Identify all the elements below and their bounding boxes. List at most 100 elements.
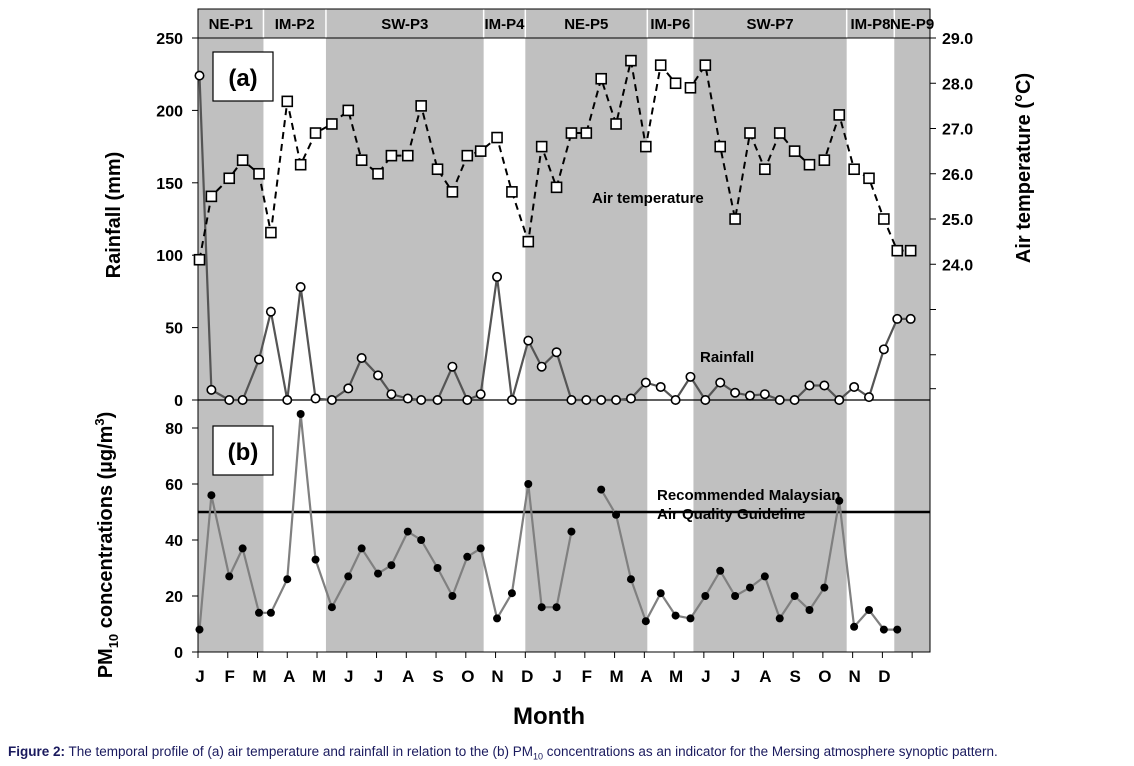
xtick-label-month: M bbox=[669, 667, 683, 686]
xtick-label-month: M bbox=[252, 667, 266, 686]
temperature-point bbox=[654, 59, 667, 71]
period-label: IM-P8 bbox=[850, 16, 890, 33]
ytick-label-pm10: 0 bbox=[174, 645, 183, 662]
temperature-point bbox=[669, 77, 682, 90]
temperature-point bbox=[714, 140, 727, 153]
pm10-point bbox=[403, 527, 412, 536]
temperature-point bbox=[236, 154, 249, 166]
xtick-label-month: F bbox=[225, 667, 235, 686]
period-label: IM-P4 bbox=[484, 16, 525, 33]
temperature-point bbox=[565, 127, 578, 139]
series-layer bbox=[193, 54, 917, 634]
pm10-point bbox=[357, 544, 366, 553]
rainfall-point bbox=[566, 394, 577, 405]
pm10-point bbox=[879, 625, 888, 634]
period-header-band: NE-P1 IM-P2 SW-P3 IM-P4 NE-P5 IM-P6 SW-P7 IM-P8… bbox=[198, 9, 934, 38]
ytick-label-rainfall: 200 bbox=[156, 103, 183, 120]
ytick-label-pm10: 80 bbox=[165, 421, 183, 438]
rainfall-point bbox=[386, 389, 397, 400]
pm10-point bbox=[476, 544, 485, 553]
period-label: IM-P6 bbox=[650, 16, 690, 33]
temperature-point bbox=[863, 172, 875, 185]
pm10-point bbox=[537, 603, 546, 612]
rainfall-point bbox=[343, 383, 354, 394]
temperature-series-label: Air temperature bbox=[592, 190, 704, 207]
pm10-point bbox=[552, 603, 561, 612]
pm10-point bbox=[387, 561, 396, 570]
pm10-point bbox=[612, 510, 621, 519]
period-shade bbox=[198, 38, 264, 652]
temperature-point bbox=[223, 172, 236, 185]
temperature-point bbox=[535, 140, 548, 153]
temperature-point bbox=[580, 127, 593, 139]
temperature-point bbox=[253, 167, 265, 180]
rainfall-point bbox=[685, 371, 696, 382]
temperature-point bbox=[684, 81, 697, 94]
rainfall-point bbox=[326, 394, 337, 405]
pm10-point bbox=[820, 583, 829, 592]
x-axis-title: Month bbox=[513, 703, 585, 730]
guideline-label: Recommended Malaysian bbox=[657, 487, 840, 504]
pm10-point bbox=[207, 491, 216, 500]
pm10-point bbox=[731, 592, 740, 600]
pm10-point bbox=[374, 569, 383, 578]
xtick-label-month: M bbox=[312, 667, 326, 686]
rainfall-point bbox=[744, 390, 755, 401]
chart-figure: NE-P1 IM-P2 SW-P3 IM-P4 NE-P5 IM-P6 SW-P7 IM-P8… bbox=[92, 8, 1035, 730]
pm10-point bbox=[296, 410, 305, 418]
pm10-label-part: 10 bbox=[106, 634, 121, 648]
temperature-point bbox=[431, 163, 444, 176]
rainfall-point bbox=[640, 377, 651, 388]
pm10-point bbox=[311, 555, 320, 564]
pm10-point bbox=[266, 608, 275, 617]
ytick-label-rainfall: 150 bbox=[156, 176, 183, 193]
temperature-point bbox=[729, 213, 741, 225]
guideline-label: Air Quality Guideline bbox=[657, 506, 805, 523]
rainfall-point bbox=[194, 70, 205, 81]
temperature-point bbox=[773, 127, 786, 139]
caption-sub: 10 bbox=[533, 751, 544, 762]
pm10-point bbox=[701, 592, 710, 600]
period-label: NE-P1 bbox=[209, 16, 253, 33]
pm10-label-part: ) bbox=[95, 412, 117, 419]
period-label: IM-P2 bbox=[275, 16, 315, 33]
pm10-point bbox=[850, 622, 859, 631]
temperature-point bbox=[891, 244, 904, 257]
temperature-point bbox=[461, 149, 474, 162]
rainfall-point bbox=[819, 380, 830, 391]
pm10-point bbox=[893, 625, 902, 634]
caption-text-a: The temporal profile of (a) air temperat… bbox=[65, 744, 533, 759]
rainfall-point bbox=[715, 377, 726, 388]
pm10-point bbox=[238, 544, 247, 553]
temperature-point bbox=[446, 186, 459, 198]
xtick-label-month: A bbox=[640, 667, 652, 686]
xtick-label-month: D bbox=[521, 667, 533, 686]
rainfall-point bbox=[475, 389, 486, 400]
panel-b-label: (b) bbox=[228, 439, 259, 466]
figure-caption: Figure 2: The temporal profile of (a) ai… bbox=[8, 744, 1128, 762]
rainfall-point bbox=[310, 393, 321, 404]
temperature-point bbox=[415, 100, 427, 112]
rainfall-point bbox=[206, 384, 217, 395]
ytick-label-rainfall: 100 bbox=[156, 248, 183, 265]
temperature-point bbox=[372, 167, 384, 180]
temperature-point bbox=[309, 127, 322, 139]
panel-a-label: (a) bbox=[228, 65, 257, 92]
ytick-label-rainfall: 0 bbox=[174, 393, 183, 410]
xtick-label-month: O bbox=[818, 667, 831, 686]
xtick-label-month: M bbox=[609, 667, 623, 686]
temperature-point bbox=[205, 190, 218, 203]
temperature-point bbox=[342, 104, 355, 117]
rainfall-point bbox=[551, 347, 562, 358]
period-shade bbox=[894, 38, 930, 652]
rainfall-point bbox=[700, 394, 711, 405]
y-axis-title-pm10: PM10 concentrations (µg/m3) bbox=[92, 412, 121, 679]
temperature-point bbox=[803, 158, 816, 171]
temperature-point bbox=[848, 163, 860, 176]
pm10-point bbox=[865, 606, 873, 614]
rainfall-point bbox=[224, 394, 235, 405]
xtick-label-month: N bbox=[848, 667, 860, 686]
rainfall-point bbox=[905, 313, 916, 324]
xtick-label-month: J bbox=[195, 667, 204, 686]
ytick-label-temperature: 24.0 bbox=[942, 257, 973, 274]
